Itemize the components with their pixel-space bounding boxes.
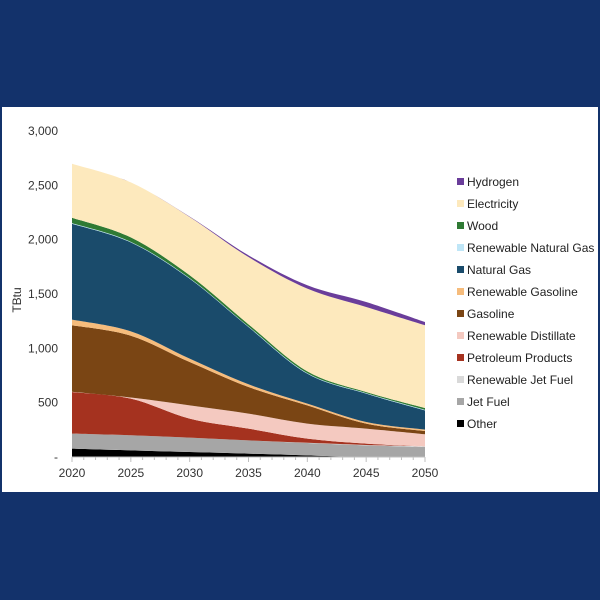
- y-tick-label: 3,000: [28, 124, 58, 138]
- area-renewable-jet-fuel: [72, 433, 425, 448]
- legend-label: Jet Fuel: [467, 395, 510, 409]
- legend-item: Jet Fuel: [457, 395, 510, 409]
- x-tick-label: 2035: [235, 466, 262, 480]
- legend: Hydrogen Electricity Wood Renewable Natural…: [457, 175, 594, 431]
- legend-swatch: [457, 222, 464, 229]
- legend-label: Electricity: [467, 197, 518, 211]
- legend-item: Wood: [457, 219, 498, 233]
- area-petroleum-products: [72, 392, 425, 447]
- y-tick-label: 2,000: [28, 233, 58, 247]
- area-renewable-distillate: [72, 391, 425, 447]
- y-tick-label: 2,500: [28, 178, 58, 192]
- y-tick-label: 500: [38, 396, 58, 410]
- legend-label: Gasoline: [467, 307, 515, 321]
- legend-label: Renewable Gasoline: [467, 285, 578, 299]
- legend-label: Petroleum Products: [467, 351, 572, 365]
- y-tick-label: -: [54, 450, 58, 464]
- legend-label: Renewable Natural Gas: [467, 241, 594, 255]
- legend-swatch: [457, 354, 464, 361]
- x-tick-label: 2040: [294, 466, 321, 480]
- legend-item: Other: [457, 417, 497, 431]
- legend-swatch: [457, 398, 464, 405]
- y-axis-label: TBtu: [10, 287, 24, 312]
- area-jet-fuel: [72, 433, 425, 458]
- legend-swatch: [457, 376, 464, 383]
- legend-swatch: [457, 244, 464, 251]
- legend-swatch: [457, 178, 464, 185]
- area-natural-gas: [72, 223, 425, 430]
- x-tick-label: 2025: [117, 466, 144, 480]
- legend-item: Renewable Jet Fuel: [457, 373, 573, 387]
- legend-label: Renewable Distillate: [467, 329, 576, 343]
- legend-item: Renewable Distillate: [457, 329, 576, 343]
- legend-item: Renewable Natural Gas: [457, 241, 594, 255]
- legend-swatch: [457, 332, 464, 339]
- legend-item: Renewable Gasoline: [457, 285, 578, 299]
- legend-swatch: [457, 266, 464, 273]
- legend-item: Natural Gas: [457, 263, 531, 277]
- axes: 2020 2025 2030 2035 2040 2045 2050 - 500 1,000 1,5…: [28, 124, 439, 480]
- x-tick-label: 2050: [412, 466, 439, 480]
- legend-label: Hydrogen: [467, 175, 519, 189]
- y-tick-label: 1,000: [28, 341, 58, 355]
- y-tick-label: 1,500: [28, 287, 58, 301]
- legend-swatch: [457, 288, 464, 295]
- area-other: [72, 448, 425, 458]
- legend-label: Other: [467, 417, 497, 431]
- plot-areas: [72, 163, 425, 458]
- legend-swatch: [457, 310, 464, 317]
- legend-label: Natural Gas: [467, 263, 531, 277]
- area-electricity: [72, 163, 425, 408]
- legend-swatch: [457, 420, 464, 427]
- x-tick-label: 2045: [353, 466, 380, 480]
- area-renewable-gasoline: [72, 319, 425, 432]
- legend-swatch: [457, 200, 464, 207]
- x-tick-label: 2030: [176, 466, 203, 480]
- area-gasoline: [72, 325, 425, 435]
- legend-item: Hydrogen: [457, 175, 519, 189]
- x-tick-label: 2020: [59, 466, 86, 480]
- legend-item: Petroleum Products: [457, 351, 572, 365]
- legend-item: Electricity: [457, 197, 518, 211]
- legend-label: Wood: [467, 219, 498, 233]
- legend-label: Renewable Jet Fuel: [467, 373, 573, 387]
- legend-item: Gasoline: [457, 307, 515, 321]
